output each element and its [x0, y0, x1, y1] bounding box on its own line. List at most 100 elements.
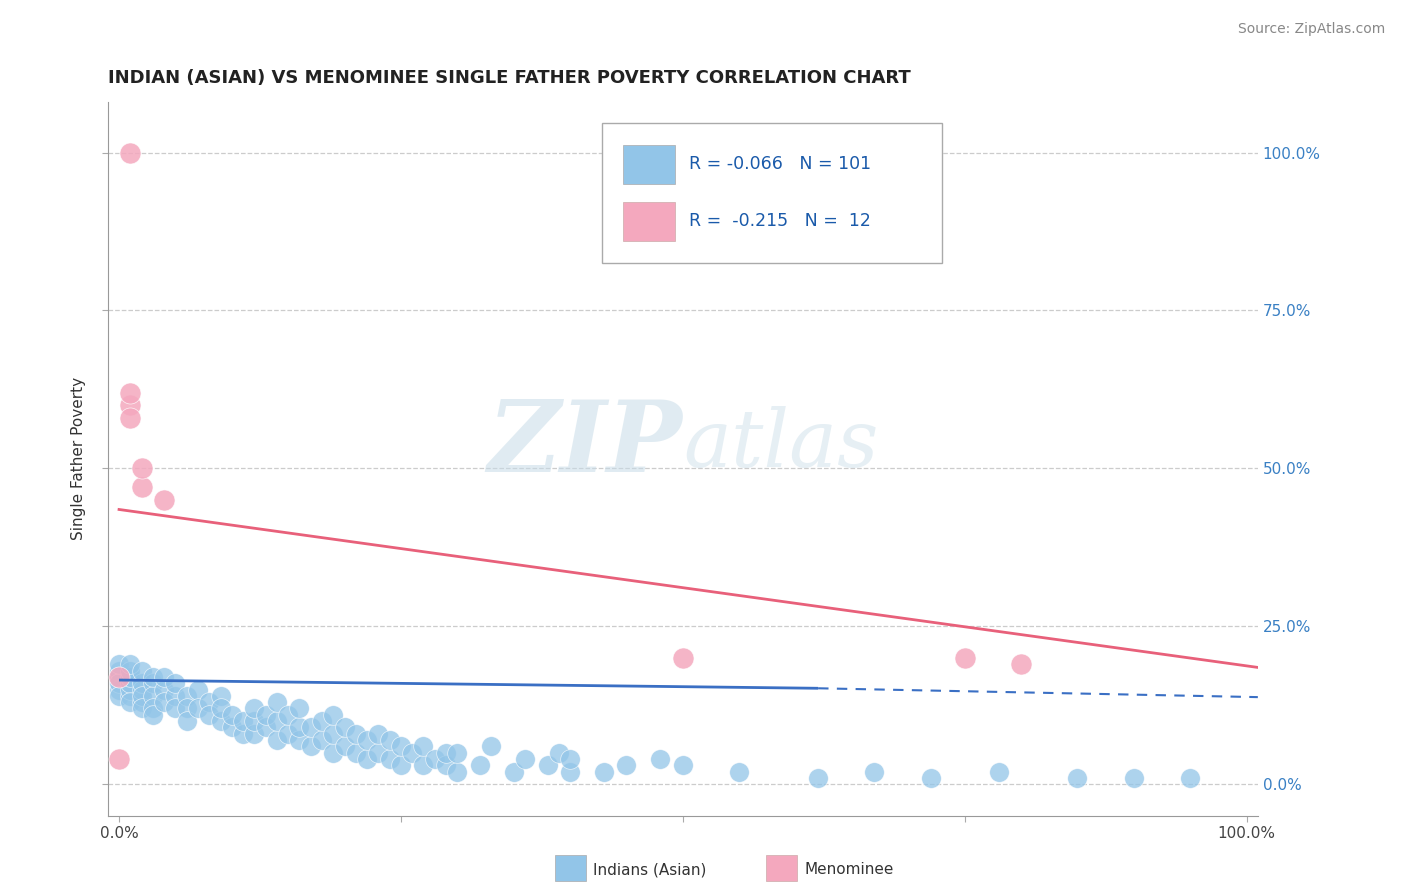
- Point: [344, 727, 367, 741]
- Point: [108, 664, 131, 678]
- Point: [288, 721, 311, 735]
- Point: [311, 714, 333, 728]
- Point: [165, 676, 187, 690]
- Point: [479, 739, 502, 754]
- Point: [254, 721, 277, 735]
- Point: [266, 714, 288, 728]
- Point: [120, 676, 142, 690]
- Point: [120, 398, 142, 412]
- Point: [120, 689, 142, 703]
- Text: Source: ZipAtlas.com: Source: ZipAtlas.com: [1237, 22, 1385, 37]
- Point: [401, 746, 423, 760]
- Point: [120, 682, 142, 697]
- Point: [108, 670, 131, 684]
- Point: [198, 707, 221, 722]
- Point: [333, 739, 356, 754]
- Point: [243, 701, 266, 715]
- Point: [120, 410, 142, 425]
- Point: [165, 689, 187, 703]
- Text: atlas: atlas: [683, 406, 879, 483]
- Point: [356, 733, 378, 747]
- Point: [920, 771, 942, 785]
- Point: [672, 651, 695, 665]
- Point: [288, 701, 311, 715]
- Point: [153, 695, 176, 709]
- FancyBboxPatch shape: [623, 202, 675, 241]
- Point: [209, 689, 232, 703]
- Point: [322, 746, 344, 760]
- Point: [243, 727, 266, 741]
- Point: [108, 676, 131, 690]
- Point: [322, 727, 344, 741]
- Point: [288, 733, 311, 747]
- Point: [153, 670, 176, 684]
- Point: [108, 670, 131, 684]
- Point: [120, 385, 142, 400]
- Point: [142, 689, 165, 703]
- Text: R =  -0.215   N =  12: R = -0.215 N = 12: [689, 212, 870, 230]
- Point: [367, 746, 389, 760]
- Point: [131, 689, 153, 703]
- Point: [616, 758, 638, 772]
- Point: [558, 764, 581, 779]
- Point: [221, 721, 243, 735]
- Point: [434, 758, 457, 772]
- FancyBboxPatch shape: [623, 145, 675, 184]
- Point: [120, 670, 142, 684]
- Point: [1122, 771, 1144, 785]
- Point: [468, 758, 491, 772]
- Point: [672, 758, 695, 772]
- Point: [131, 682, 153, 697]
- Point: [378, 733, 401, 747]
- Point: [120, 664, 142, 678]
- Point: [232, 714, 254, 728]
- Point: [176, 701, 198, 715]
- Text: R = -0.066   N = 101: R = -0.066 N = 101: [689, 155, 870, 173]
- Point: [987, 764, 1010, 779]
- Point: [277, 707, 299, 722]
- Point: [1180, 771, 1202, 785]
- Point: [131, 695, 153, 709]
- Point: [108, 682, 131, 697]
- Point: [187, 682, 209, 697]
- Point: [356, 752, 378, 766]
- Point: [513, 752, 536, 766]
- Text: INDIAN (ASIAN) VS MENOMINEE SINGLE FATHER POVERTY CORRELATION CHART: INDIAN (ASIAN) VS MENOMINEE SINGLE FATHE…: [108, 69, 911, 87]
- Point: [254, 707, 277, 722]
- Point: [378, 752, 401, 766]
- Point: [142, 676, 165, 690]
- Text: Indians (Asian): Indians (Asian): [593, 863, 707, 877]
- Text: Menominee: Menominee: [804, 863, 894, 877]
- Point: [389, 739, 412, 754]
- Point: [389, 758, 412, 772]
- Point: [232, 727, 254, 741]
- Point: [299, 721, 322, 735]
- Point: [1010, 657, 1032, 672]
- Point: [728, 764, 751, 779]
- Point: [209, 714, 232, 728]
- Point: [547, 746, 569, 760]
- Point: [142, 701, 165, 715]
- Point: [120, 145, 142, 160]
- Point: [131, 461, 153, 475]
- Point: [953, 651, 976, 665]
- Point: [446, 764, 468, 779]
- Point: [536, 758, 558, 772]
- Point: [131, 480, 153, 494]
- Point: [176, 689, 198, 703]
- Point: [807, 771, 830, 785]
- Point: [650, 752, 672, 766]
- Point: [120, 695, 142, 709]
- Point: [344, 746, 367, 760]
- Point: [108, 752, 131, 766]
- Point: [322, 707, 344, 722]
- Point: [187, 701, 209, 715]
- Point: [243, 714, 266, 728]
- Point: [142, 670, 165, 684]
- Point: [863, 764, 886, 779]
- Point: [108, 689, 131, 703]
- Point: [423, 752, 446, 766]
- Point: [412, 739, 434, 754]
- Point: [131, 701, 153, 715]
- Point: [1066, 771, 1088, 785]
